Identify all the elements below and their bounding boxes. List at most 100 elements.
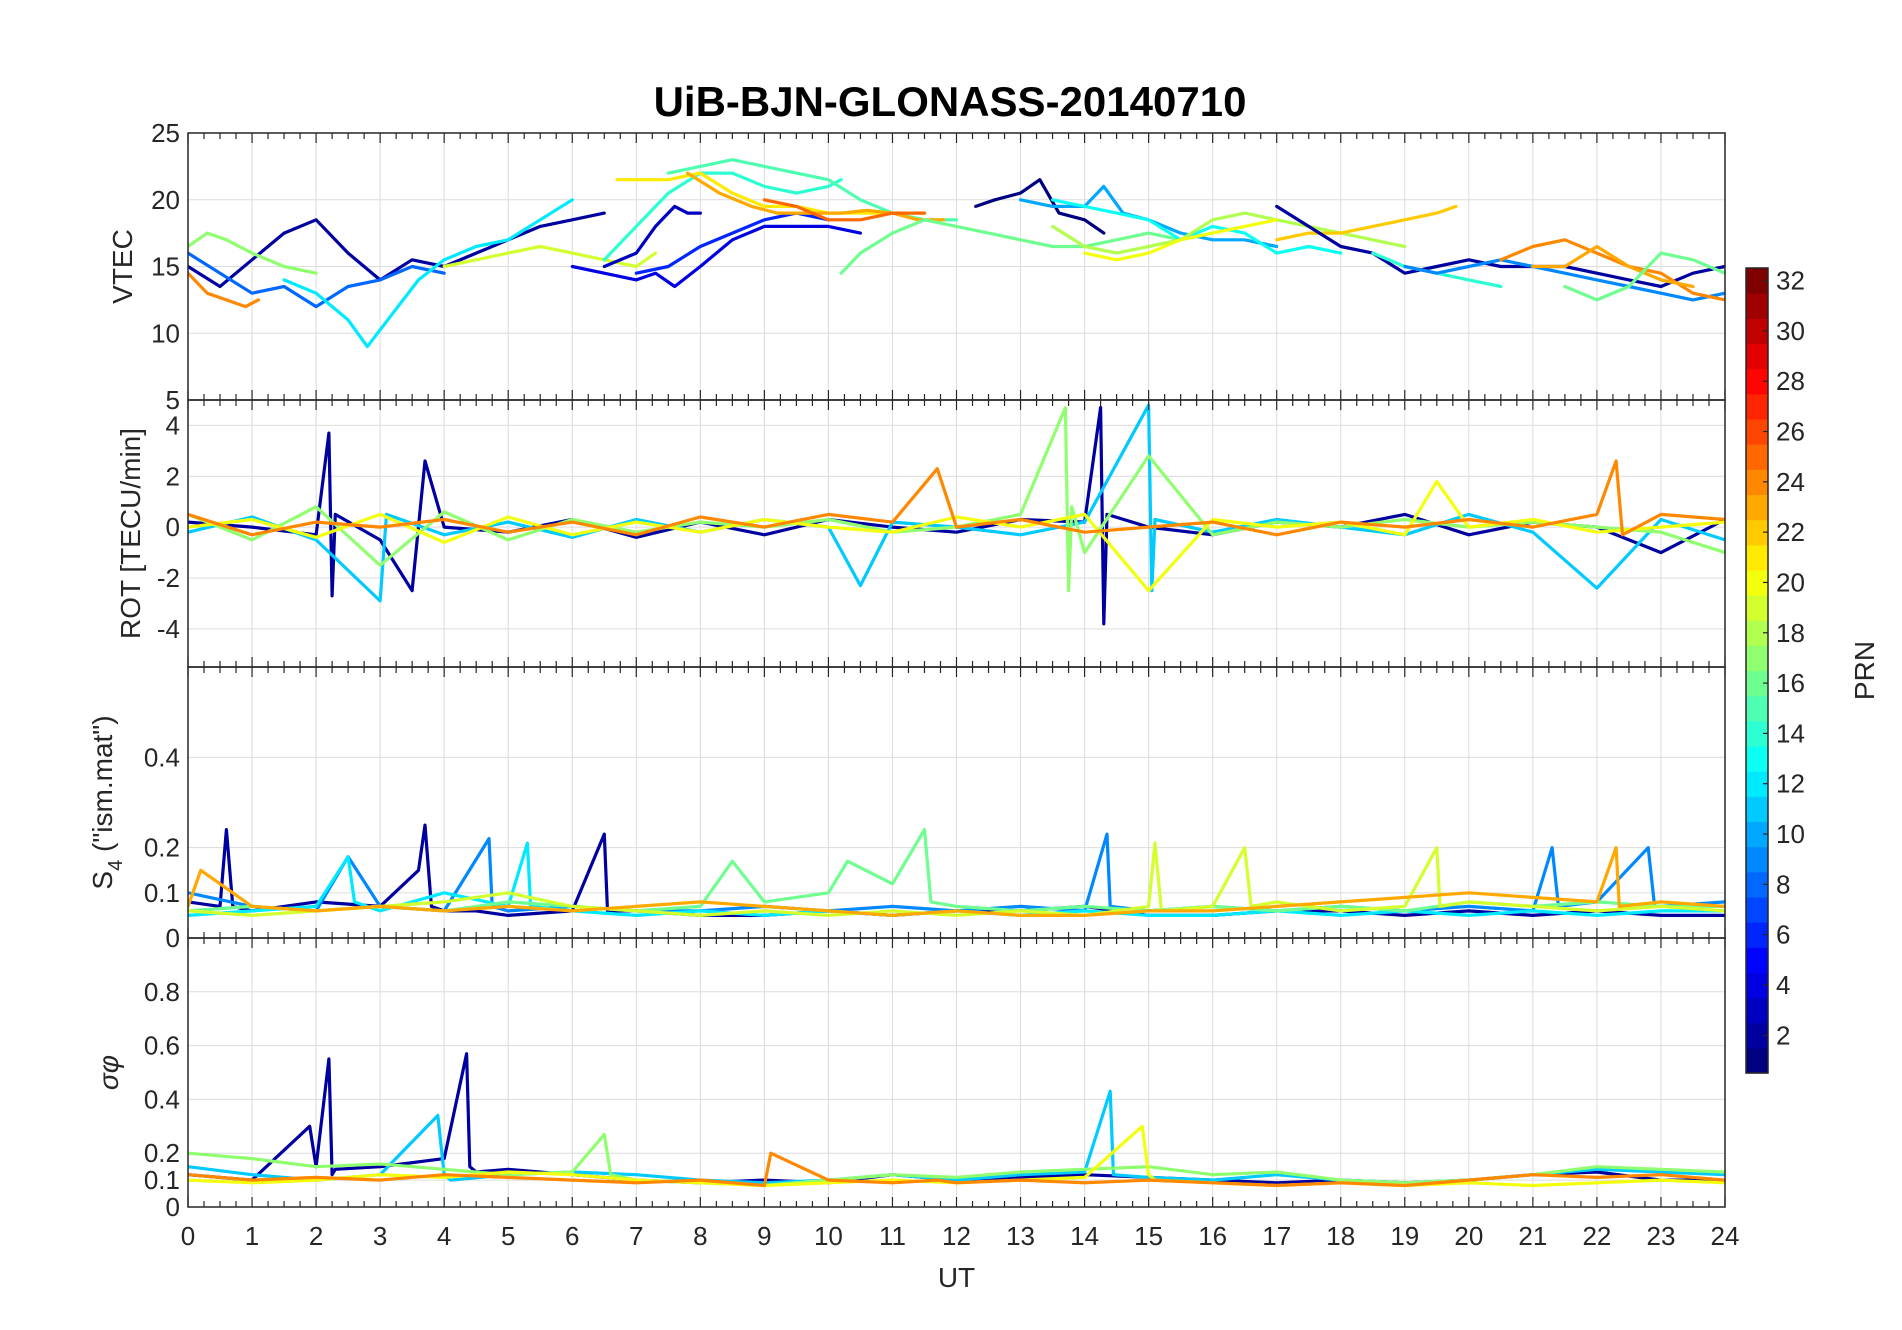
y-tick-label: 4 <box>166 410 180 440</box>
series-line-prn-19 <box>188 841 1725 917</box>
y-tick-label: 0.2 <box>144 1138 180 1168</box>
y-tick-label: 0.4 <box>144 742 180 772</box>
colorbar-tick-label: 2 <box>1776 1020 1790 1050</box>
series-line-prn-24 <box>188 459 1725 537</box>
series-line-prn-25 <box>762 198 927 222</box>
colorbar-tick-label: 28 <box>1776 366 1805 396</box>
colorbar-cell <box>1746 494 1768 521</box>
y-tick-label: 0.4 <box>144 1084 180 1114</box>
y-tick-label: -2 <box>157 563 180 593</box>
x-tick-label: 8 <box>693 1221 707 1251</box>
colorbar-cell <box>1746 318 1768 345</box>
panel-sigma_phi: 00.10.2 0.4 0.6 0.8 σφ <box>93 937 1726 1222</box>
x-tick-label: 20 <box>1454 1221 1483 1251</box>
chart-title: UiB-BJN-GLONASS-20140710 <box>654 78 1247 125</box>
series-line-prn-22 <box>1275 204 1458 242</box>
colorbar-cell <box>1746 821 1768 848</box>
y-tick-label: 0.8 <box>144 977 180 1007</box>
series-line-prn-9 <box>1403 258 1725 302</box>
y-tick-label: -4 <box>157 614 180 644</box>
y-tick-label: 0.6 <box>144 1031 180 1061</box>
colorbar-cell <box>1746 670 1768 697</box>
colorbar-cell <box>1746 796 1768 823</box>
colorbar-cell <box>1746 972 1768 999</box>
colorbar-cell <box>1746 846 1768 873</box>
series-line-prn-19 <box>442 244 658 269</box>
series-line-prn-1 <box>974 178 1106 235</box>
series-line-prn-16 <box>1563 251 1725 302</box>
colorbar-tick-label: 18 <box>1776 618 1805 648</box>
series-line-prn-8 <box>188 251 446 309</box>
colorbar-cell <box>1746 922 1768 948</box>
series-line-prn-24 <box>188 1151 1725 1188</box>
colorbar-cell <box>1746 720 1768 747</box>
series-line-prn-17 <box>188 231 318 275</box>
y-tick-label: 0 <box>166 512 180 542</box>
colorbar-tick-label: 10 <box>1776 819 1805 849</box>
colorbar-cell <box>1746 343 1768 370</box>
colorbar-cell <box>1746 293 1768 319</box>
y-axis-label: ROT [TECU/min] <box>115 428 146 639</box>
colorbar-cell <box>1746 544 1768 571</box>
x-tick-label: 2 <box>309 1221 323 1251</box>
trace-group <box>188 823 1725 917</box>
series-line-prn-16 <box>188 828 1725 913</box>
x-tick-label: 6 <box>565 1221 579 1251</box>
x-tick-label: 1 <box>245 1221 259 1251</box>
panel-rot: -4 -2 0 2 4 ROT [TECU/min] <box>115 399 1726 668</box>
series-line-prn-23 <box>685 171 946 222</box>
x-tick-label: 10 <box>814 1221 843 1251</box>
x-axis-label: UT <box>938 1262 975 1293</box>
colorbar-label: PRN <box>1849 641 1880 700</box>
panel-s4: 0 0.1 0.2 0.4 S4 ("ism.mat") <box>87 666 1726 953</box>
colorbar-cell <box>1746 947 1768 973</box>
colorbar-tick-label: 30 <box>1776 316 1805 346</box>
colorbar-cell <box>1746 569 1768 596</box>
colorbar-tick-label: 26 <box>1776 417 1805 447</box>
x-tick-label: 24 <box>1711 1221 1740 1251</box>
colorbar-tick-label: 14 <box>1776 718 1805 748</box>
y-tick-label: 0.1 <box>144 1165 180 1195</box>
y-tick-label: 0.1 <box>144 878 180 908</box>
x-tick-label: 0 <box>181 1221 195 1251</box>
colorbar-cell <box>1746 268 1768 294</box>
series-line-prn-2 <box>188 406 1725 626</box>
series-line-prn-4 <box>570 224 862 289</box>
colorbar-cell <box>1746 997 1768 1024</box>
x-tick-label: 22 <box>1582 1221 1611 1251</box>
x-tick-label: 17 <box>1262 1221 1291 1251</box>
series-line-prn-23 <box>188 846 1725 917</box>
x-tick-label: 23 <box>1646 1221 1675 1251</box>
trace-group <box>188 1052 1725 1188</box>
x-tick-label: 7 <box>629 1221 643 1251</box>
y-tick-label: 5 <box>166 385 180 415</box>
colorbar-cell <box>1746 871 1768 898</box>
colorbar-tick-label: 12 <box>1776 769 1805 799</box>
y-tick-label: 15 <box>151 252 180 282</box>
x-tick-label: 13 <box>1006 1221 1035 1251</box>
colorbar-frame <box>1745 267 1769 1074</box>
colorbar-cell <box>1746 620 1768 646</box>
series-line-prn-24 <box>188 271 260 309</box>
colorbar-cell <box>1746 695 1768 722</box>
colorbar-tick-label: 22 <box>1776 517 1805 547</box>
panel-frame <box>187 937 1726 1208</box>
colorbar-cell <box>1746 444 1768 470</box>
colorbar-tick-label: 6 <box>1776 920 1790 950</box>
colorbar-tick-label: 8 <box>1776 869 1790 899</box>
colorbar-cell <box>1746 1047 1768 1074</box>
series-line-prn-21 <box>615 171 927 215</box>
series-line-prn-14 <box>602 171 843 262</box>
x-tick-label: 12 <box>942 1221 971 1251</box>
y-tick-label: 20 <box>151 185 180 215</box>
x-tick-label: 5 <box>501 1221 515 1251</box>
x-tick-label: 21 <box>1518 1221 1547 1251</box>
x-tick-label: 16 <box>1198 1221 1227 1251</box>
series-line-prn-2 <box>1275 204 1725 289</box>
y-tick-label: 0 <box>166 1192 180 1222</box>
x-tick-label: 18 <box>1326 1221 1355 1251</box>
series-line-prn-20 <box>1083 218 1279 262</box>
colorbar-cell <box>1746 418 1768 445</box>
x-tick-label: 19 <box>1390 1221 1419 1251</box>
